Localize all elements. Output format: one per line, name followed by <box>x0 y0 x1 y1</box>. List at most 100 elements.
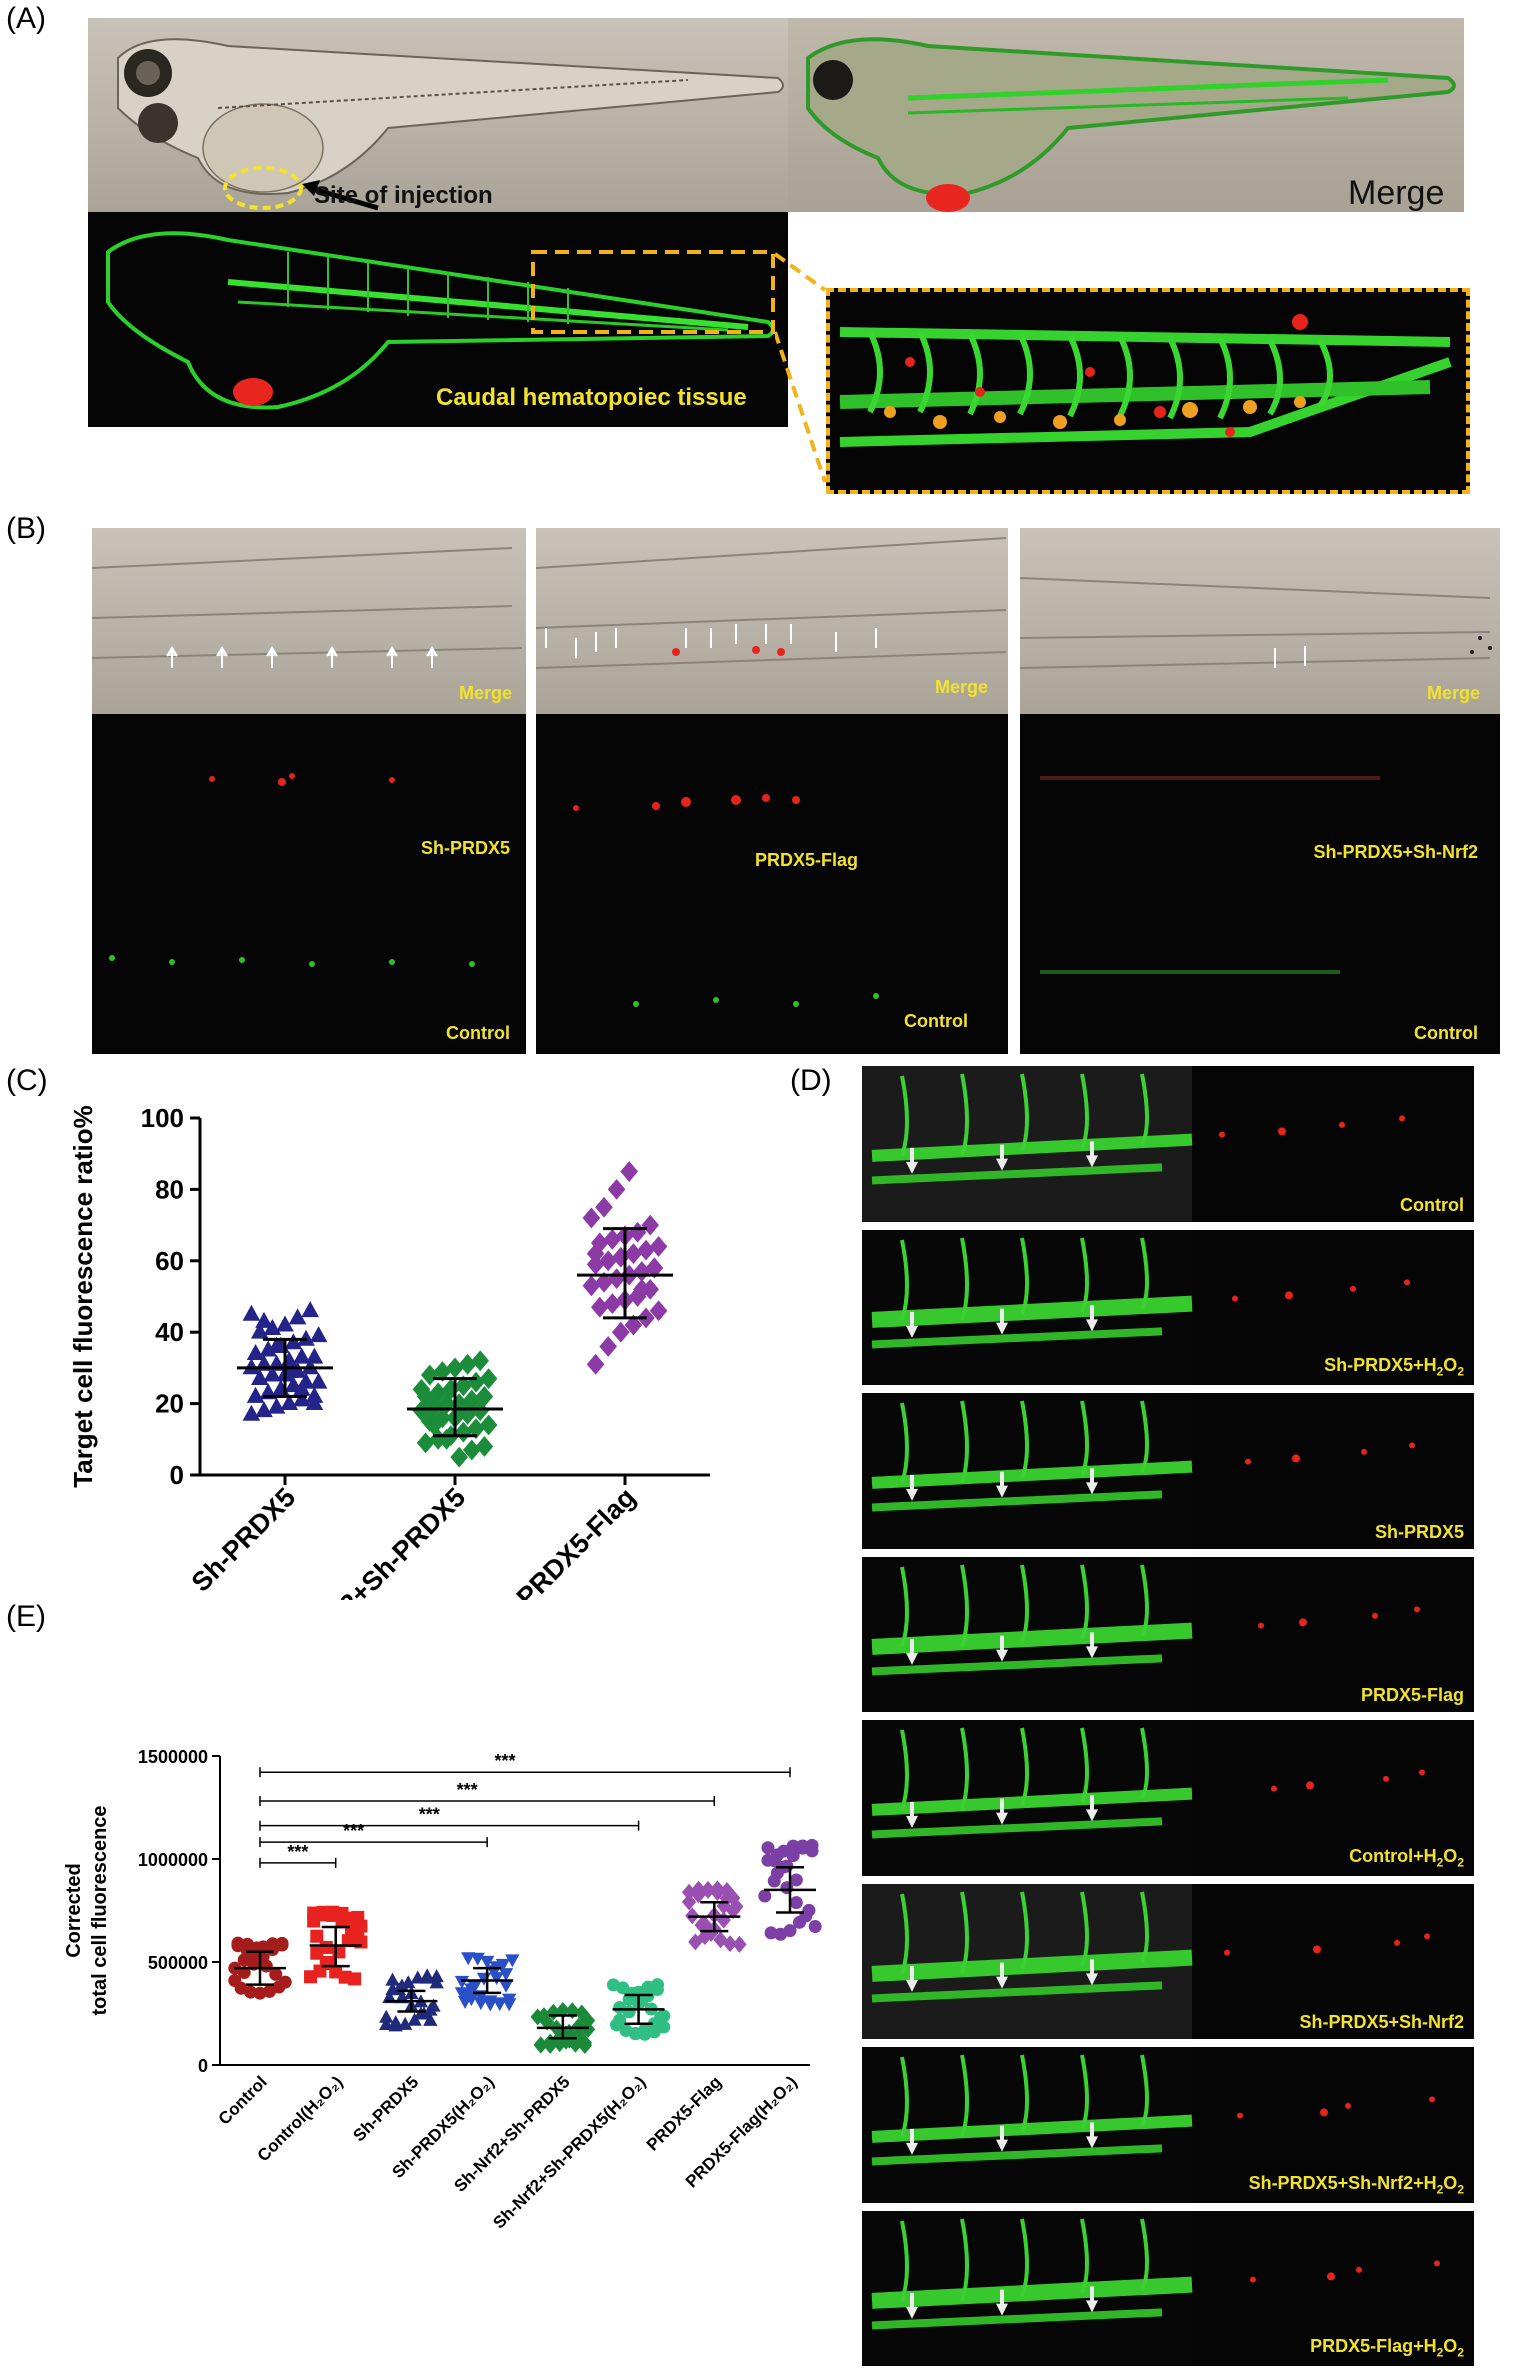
data-point <box>228 1974 242 1988</box>
panel-b-col3-green-label: Control <box>1414 1023 1478 1043</box>
panel-d-row-label: Sh-PRDX5+Sh-Nrf2+H2O2 <box>1249 2173 1464 2197</box>
caudal-tissue-zoom-illustration <box>839 314 1452 447</box>
data-point <box>242 1404 261 1421</box>
panel-d-row: Control <box>862 1066 1474 1222</box>
tail-merge-illustration <box>536 537 1007 669</box>
y-axis-label-line2: total cell fluorescence <box>89 1805 111 2015</box>
data-point <box>288 1308 307 1325</box>
data-point <box>502 1998 517 2012</box>
row-label-subscript: 2 <box>1436 2346 1444 2360</box>
data-point <box>802 1903 816 1917</box>
row-label-tail: O <box>1443 2172 1458 2193</box>
y-tick-label: 1000000 <box>138 1850 208 1870</box>
panel-d-row: Sh-PRDX5 <box>862 1393 1474 1549</box>
significance-label: *** <box>457 1780 478 1800</box>
panel-d-row-label: Control <box>1400 1195 1464 1216</box>
data-point <box>582 1275 601 1297</box>
x-tick-label: Sh-PRDX5 <box>349 2072 422 2145</box>
data-point <box>394 1978 410 1992</box>
data-point <box>293 1347 311 1364</box>
data-point <box>732 1935 747 1953</box>
data-point <box>242 1304 261 1321</box>
data-point <box>586 1353 605 1375</box>
panel-d-row-label: PRDX5-Flag <box>1361 1685 1464 1706</box>
data-point <box>244 1985 258 1999</box>
data-point <box>758 1889 772 1903</box>
data-point <box>595 1196 613 1218</box>
vessel-illustration <box>862 1556 1420 1712</box>
data-point <box>786 1849 800 1863</box>
row-label-subscript: 2 <box>1436 1855 1444 1870</box>
data-point <box>565 2002 580 2020</box>
row-label-tail: O <box>1443 1845 1458 1866</box>
data-point <box>272 1980 286 1994</box>
data-point <box>407 2012 422 2026</box>
tail-fluor-illustration <box>1040 776 1380 974</box>
data-point <box>612 1321 630 1343</box>
data-point <box>505 1954 520 1968</box>
y-axis-label: Target cell fluorescence ratio% <box>68 1105 98 1487</box>
vessel-illustration <box>862 1883 1430 2039</box>
data-point <box>454 1975 470 1989</box>
significance-label: *** <box>287 1842 308 1862</box>
data-point <box>625 1986 639 2000</box>
caudal-hematopoietic-tissue-label: Caudal hematopoiec tissue <box>436 384 747 411</box>
data-point <box>599 1336 617 1357</box>
data-point <box>475 1436 494 1457</box>
data-point <box>305 1347 324 1364</box>
data-point <box>446 1357 464 1379</box>
data-point <box>633 1261 651 1282</box>
data-point <box>284 1333 303 1350</box>
panel-b-col3-red-label: Sh-PRDX5+Sh-Nrf2 <box>1313 842 1478 862</box>
vessel-illustration <box>862 1393 1415 1549</box>
data-point <box>479 1368 498 1390</box>
data-point <box>603 1293 622 1315</box>
row-label-tail: O <box>1443 2336 1458 2357</box>
data-point <box>385 1972 400 1986</box>
panel-d-row-label: Sh-PRDX5+Sh-Nrf2 <box>1299 2012 1464 2033</box>
data-point <box>246 1344 265 1361</box>
data-point <box>789 1896 803 1910</box>
data-point <box>479 1414 498 1436</box>
panel-d-row-label: Control+H2O2 <box>1349 1846 1464 1870</box>
vessel-illustration <box>862 2210 1440 2366</box>
row-label-text: PRDX5-Flag <box>1360 1685 1464 1705</box>
data-point <box>354 1919 368 1933</box>
row-label-subscript: 2 <box>1436 1365 1444 1379</box>
data-point <box>624 1243 643 1265</box>
data-point <box>591 1296 609 1318</box>
y-tick-label: 1500000 <box>138 1750 208 1767</box>
data-point <box>479 1955 495 1969</box>
data-point <box>697 1928 712 1946</box>
zebrafish-merge-illustration <box>806 37 1456 212</box>
data-point <box>498 1979 514 1993</box>
y-tick-label: 60 <box>155 1246 184 1276</box>
data-point <box>767 1874 781 1888</box>
y-tick-label: 500000 <box>148 1953 208 1973</box>
data-point <box>657 2020 671 2034</box>
data-point <box>332 1945 346 1959</box>
data-point <box>761 1853 775 1867</box>
data-point <box>613 2013 627 2027</box>
panel-d-row-label: PRDX5-Flag+H2O2 <box>1310 2336 1464 2360</box>
merge-label: Merge <box>1348 174 1445 212</box>
row-label-subscript: 2 <box>1436 2182 1444 2197</box>
data-point <box>267 1336 286 1353</box>
data-point <box>319 1940 333 1954</box>
data-point <box>628 1221 647 1243</box>
data-point <box>533 2036 548 2054</box>
data-point <box>582 1207 601 1229</box>
y-tick-label: 0 <box>198 2056 208 2076</box>
data-point <box>650 1983 664 1997</box>
data-point <box>423 2002 438 2016</box>
data-point <box>425 1414 443 1436</box>
data-point <box>416 1432 435 1454</box>
panel-b-col1-merge: Merge <box>92 528 526 714</box>
row-label-subscript: 2 <box>1457 1855 1464 1870</box>
data-point <box>276 1315 294 1332</box>
panel-d-row: Control+H2O2 <box>862 1720 1474 1876</box>
data-point <box>293 1379 311 1396</box>
row-label-text: Sh-PRDX5+Sh-Nrf2+H <box>1248 2172 1437 2193</box>
data-point <box>433 1407 452 1429</box>
data-point <box>269 1967 283 1981</box>
